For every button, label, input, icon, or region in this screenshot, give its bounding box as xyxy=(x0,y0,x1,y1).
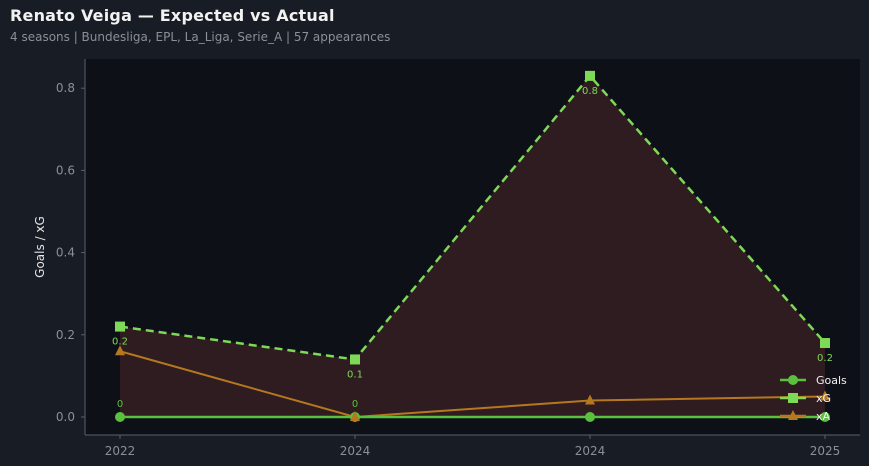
legend-item-xa: xA xyxy=(780,410,831,423)
xa-marker xyxy=(115,345,125,356)
goals-value-label: 0 xyxy=(117,399,123,410)
xa-marker xyxy=(585,394,595,405)
y-tick-label: 0.6 xyxy=(56,163,75,177)
xg-value-label: 0.2 xyxy=(112,337,128,348)
legend-label: xG xyxy=(816,392,831,405)
xg-value-label: 0.1 xyxy=(347,369,363,380)
legend: Goals xG xA xyxy=(780,374,847,423)
y-tick-label: 0.2 xyxy=(56,328,75,342)
xg-line xyxy=(119,73,826,361)
legend-label: Goals xyxy=(816,374,847,387)
goals-marker xyxy=(115,412,125,422)
legend-item-xg: xG xyxy=(780,392,831,405)
y-axis-label: Goals / xG xyxy=(33,216,47,278)
x-tick-label: 2025 xyxy=(810,444,841,458)
legend-label: xA xyxy=(816,410,831,423)
chart-title: Renato Veiga — Expected vs Actual xyxy=(10,6,335,25)
x-tick-label: 2024 xyxy=(340,444,371,458)
xg-value-label: 0.8 xyxy=(582,86,598,97)
y-tick-label: 0.8 xyxy=(56,81,75,95)
goals-value-label: 0 xyxy=(352,399,358,410)
legend-triangle-icon xyxy=(788,410,798,420)
legend-item-goals: Goals xyxy=(780,374,847,387)
legend-circle-icon xyxy=(788,375,798,385)
xg-marker xyxy=(350,354,360,365)
xa-marker xyxy=(350,411,360,421)
chart-subtitle: 4 seasons | Bundesliga, EPL, La_Liga, Se… xyxy=(10,30,391,44)
fill-between-area xyxy=(120,75,825,418)
y-tick-label: 0.4 xyxy=(56,246,75,260)
xa-line xyxy=(119,350,826,419)
xg-marker xyxy=(820,338,830,349)
x-tick-label: 2022 xyxy=(105,444,136,458)
goals-marker xyxy=(585,412,595,422)
x-tick-label: 2024 xyxy=(575,444,606,458)
xa-marker xyxy=(820,390,830,401)
xg-marker xyxy=(115,321,125,332)
y-tick-label: 0.0 xyxy=(56,410,75,424)
xg-value-label: 0.2 xyxy=(817,353,833,364)
legend-square-icon xyxy=(788,393,798,403)
goals-marker xyxy=(820,412,830,422)
xg-marker xyxy=(585,70,595,81)
